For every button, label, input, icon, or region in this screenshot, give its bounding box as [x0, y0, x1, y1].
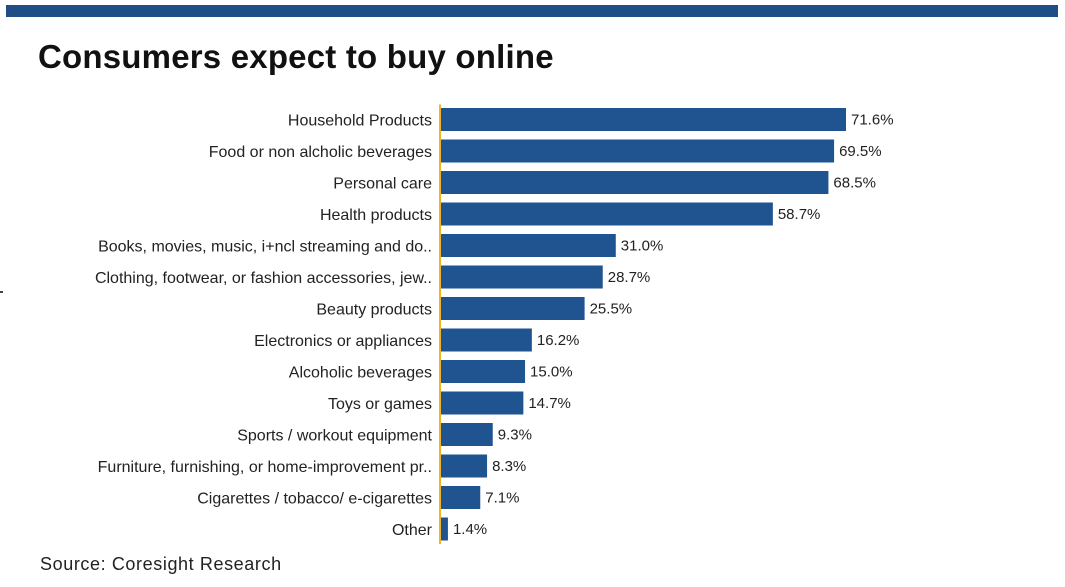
bar-8: [440, 360, 526, 383]
category-label-7: Electronics or appliances: [254, 333, 432, 350]
bar-7: [440, 328, 532, 352]
top-color-band: [6, 5, 1058, 17]
category-label-0: Household Products: [288, 113, 432, 130]
value-label-10: 9.3%: [498, 427, 532, 444]
value-label-0: 71.6%: [851, 112, 894, 129]
edge-mark: [0, 291, 3, 293]
chart-title: Consumers expect to buy online: [38, 38, 554, 75]
value-label-5: 28.7%: [608, 269, 651, 286]
category-label-5: Clothing, footwear, or fashion accessori…: [95, 270, 432, 287]
bar-9: [440, 391, 524, 415]
bar-6: [440, 297, 585, 320]
category-label-2: Personal care: [333, 176, 432, 193]
bar-10: [440, 423, 493, 446]
bar-13: [440, 517, 448, 541]
bar-4: [440, 234, 616, 257]
bar-3: [440, 202, 773, 226]
category-labels-group: Household Products Food or non alcholic b…: [95, 113, 433, 540]
source-note: Source: Coresight Research: [40, 554, 282, 574]
category-label-3: Health products: [320, 207, 432, 224]
category-label-1: Food or non alcholic beverages: [209, 144, 432, 161]
value-label-8: 15.0%: [530, 364, 573, 381]
bar-12: [440, 486, 481, 509]
value-label-7: 16.2%: [537, 332, 580, 349]
bar-2: [440, 171, 829, 194]
category-label-10: Sports / workout equipment: [237, 428, 432, 445]
value-labels-group: 71.6% 69.5% 68.5% 58.7% 31.0% 28.7% 25.5% 16.2%…: [453, 112, 894, 539]
category-label-6: Beauty products: [316, 302, 432, 319]
value-label-1: 69.5%: [839, 143, 882, 160]
category-label-8: Alcoholic beverages: [289, 365, 432, 382]
bar-1: [440, 139, 835, 163]
value-label-12: 7.1%: [485, 490, 519, 507]
bars-group: [440, 108, 846, 541]
value-label-11: 8.3%: [492, 458, 526, 475]
category-label-13: Other: [392, 522, 433, 539]
value-label-2: 68.5%: [833, 175, 876, 192]
bar-11: [440, 454, 488, 478]
category-label-11: Furniture, furnishing, or home-improveme…: [98, 459, 432, 476]
value-label-6: 25.5%: [590, 301, 633, 318]
bar-0: [440, 108, 846, 131]
category-label-12: Cigarettes / tobacco/ e-cigarettes: [197, 491, 432, 508]
value-label-13: 1.4%: [453, 521, 487, 538]
value-label-9: 14.7%: [528, 395, 571, 412]
value-label-4: 31.0%: [621, 238, 664, 255]
bar-5: [440, 265, 603, 289]
value-label-3: 58.7%: [778, 206, 821, 223]
category-label-4: Books, movies, music, i+ncl streaming an…: [98, 239, 432, 256]
category-label-9: Toys or games: [328, 396, 432, 413]
